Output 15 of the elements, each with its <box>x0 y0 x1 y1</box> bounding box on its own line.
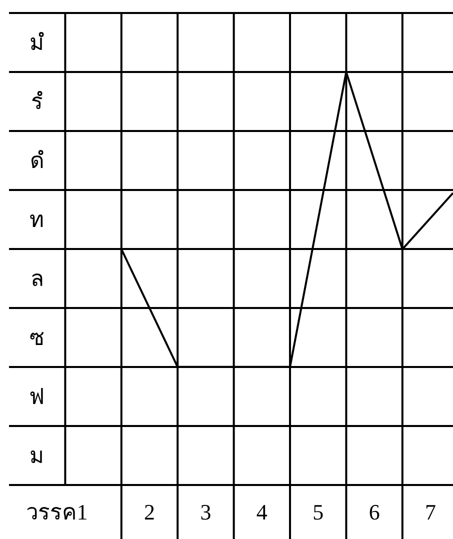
x-tick-label: 7 <box>425 500 436 524</box>
x-tick-label: 3 <box>200 500 212 524</box>
category-label: ล <box>30 266 44 291</box>
category-label: ดํ <box>30 148 44 173</box>
x-tick-label: 2 <box>144 500 156 524</box>
category-label: ท <box>30 207 45 232</box>
x-tick-label: 4 <box>256 500 268 524</box>
category-label: รํ <box>31 89 44 114</box>
x-tick-label: 6 <box>368 500 380 524</box>
category-label: ฟ <box>29 384 46 409</box>
category-label: ซ <box>30 325 45 350</box>
category-label: ม <box>30 443 45 468</box>
category-label: มํ <box>30 30 45 55</box>
x-tick-label: 5 <box>312 500 324 524</box>
x-tick-label: วรรค1 <box>26 500 88 524</box>
